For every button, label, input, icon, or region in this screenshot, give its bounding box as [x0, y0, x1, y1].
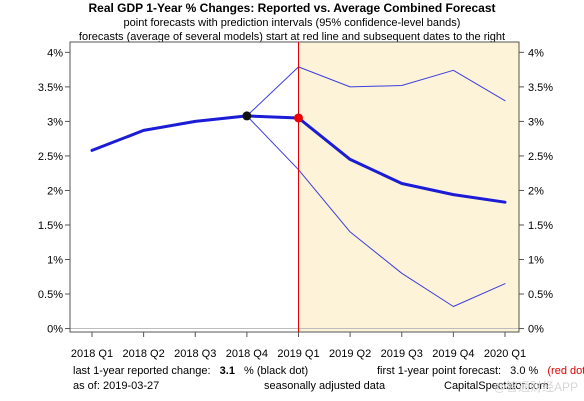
y-tick-label-left-7: 3.5%	[38, 82, 63, 94]
last-change-note: % (black dot)	[244, 365, 308, 377]
y-tick-label-right-3: 1.5%	[528, 220, 553, 232]
x-tick-label-1: 2018 Q2	[123, 348, 165, 360]
y-tick-label-right-1: 0.5%	[528, 289, 553, 301]
last-change-label: last 1-year reported change:	[73, 365, 211, 377]
first-forecast-note: (red dot)	[547, 365, 584, 377]
y-tick-label-right-0: 0%	[528, 324, 544, 336]
x-tick-label-4: 2019 Q1	[277, 348, 319, 360]
plot-frame	[69, 41, 520, 333]
seasonal-note: seasonally adjusted data	[264, 380, 386, 392]
forecast-red-dot	[294, 113, 303, 123]
chart-footer: last 1-year reported change: 3.1 % (blac…	[73, 365, 584, 392]
y-tick-label-left-8: 4%	[47, 47, 63, 59]
y-tick-label-left-5: 2.5%	[38, 151, 63, 163]
footer-line-1-left: last 1-year reported change: 3.1 % (blac…	[73, 365, 308, 377]
y-tick-label-left-4: 2%	[47, 185, 63, 197]
y-tick-label-left-2: 1%	[47, 255, 63, 267]
y-tick-label-right-4: 2%	[528, 185, 544, 197]
y-tick-label-left-1: 0.5%	[38, 289, 63, 301]
x-tick-label-0: 2018 Q1	[71, 348, 113, 360]
chart-subtitle-1: point forecasts with prediction interval…	[124, 17, 461, 29]
footer-line-1-right: first 1-year point forecast: 3.0 % (red …	[377, 365, 584, 377]
x-tick-label-3: 2018 Q4	[226, 348, 268, 360]
x-tick-label-6: 2019 Q3	[381, 348, 423, 360]
reported-black-dot	[242, 111, 252, 121]
y-tick-label-left-6: 3%	[47, 116, 63, 128]
forecast-band	[298, 42, 519, 332]
x-tick-label-7: 2019 Q4	[432, 348, 474, 360]
y-tick-label-right-5: 2.5%	[528, 151, 553, 163]
first-forecast-label: first 1-year point forecast:	[377, 365, 501, 377]
chart-subtitle-2: forecasts (average of several models) st…	[79, 31, 505, 43]
first-forecast-value: 3.0 %	[510, 365, 538, 377]
series-line-1	[246, 66, 506, 117]
y-tick-label-left-0: 0%	[47, 324, 63, 336]
y-tick-label-right-7: 3.5%	[528, 82, 553, 94]
source-credit: CapitalSpectator.com	[444, 380, 549, 392]
series-line-2	[246, 115, 506, 307]
y-tick-label-right-8: 4%	[528, 47, 544, 59]
y-tick-label-right-2: 1%	[528, 255, 544, 267]
y-tick-label-left-3: 1.5%	[38, 220, 63, 232]
x-tick-label-5: 2019 Q2	[329, 348, 371, 360]
dots-layer	[242, 111, 303, 123]
x-tick-label-8: 2020 Q1	[484, 348, 526, 360]
last-change-value: 3.1	[220, 365, 235, 377]
watermark: @智通财经APP	[493, 380, 578, 394]
chart-title: Real GDP 1-Year % Changes: Reported vs. …	[88, 1, 495, 15]
y-tick-label-right-6: 3%	[528, 116, 544, 128]
axes-layer: 0% 0% 0.5% 0.5% 1% 1% 1.5% 1.5% 2% 2% 2.5% 2.5% 3% 3%…	[38, 47, 553, 360]
as-of-date: as of: 2019-03-27	[73, 380, 159, 392]
x-tick-label-2: 2018 Q3	[174, 348, 216, 360]
